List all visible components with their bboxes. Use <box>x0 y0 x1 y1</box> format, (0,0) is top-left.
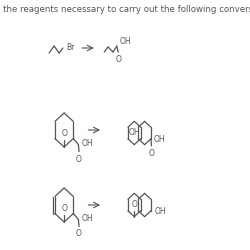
Text: OH: OH <box>82 214 93 223</box>
Text: O: O <box>131 200 137 209</box>
Text: O: O <box>148 149 154 158</box>
Text: O: O <box>61 204 67 213</box>
Text: OH: OH <box>82 139 93 148</box>
Text: O: O <box>61 129 67 138</box>
Text: Br: Br <box>66 44 74 52</box>
Text: vide the reagents necessary to carry out the following conversion.: vide the reagents necessary to carry out… <box>0 4 250 14</box>
Text: O: O <box>115 55 121 64</box>
Text: OH: OH <box>128 128 140 137</box>
Text: O: O <box>76 230 82 238</box>
Text: OH: OH <box>155 207 166 216</box>
Text: O: O <box>76 154 82 164</box>
Text: OH: OH <box>154 135 166 144</box>
Text: OH: OH <box>119 36 131 46</box>
